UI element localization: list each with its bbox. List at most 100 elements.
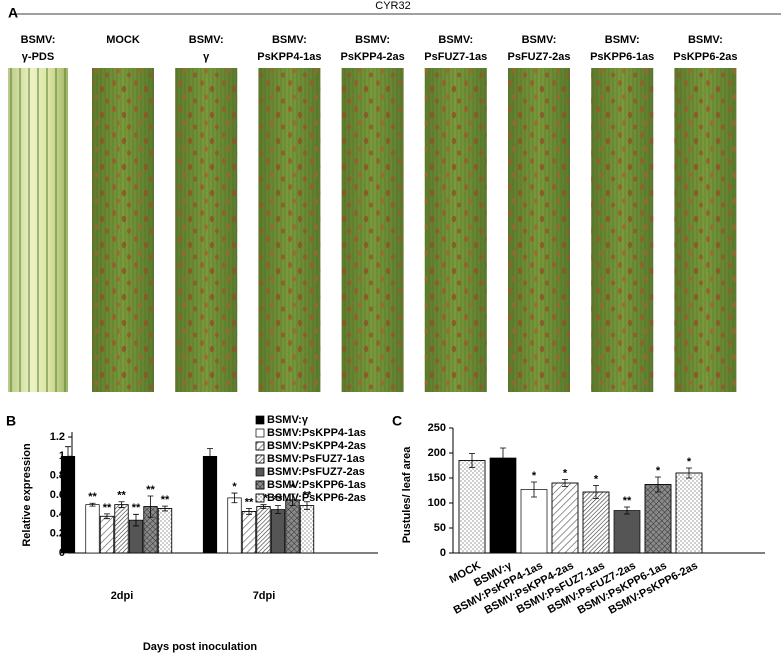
legend-swatch-pattern (255, 480, 265, 490)
legend-label: BSMV:γ (267, 414, 309, 426)
leaf-rust (258, 68, 321, 392)
error-bar (104, 513, 110, 520)
legend-swatch-pattern (255, 454, 265, 464)
significance: * (687, 456, 692, 468)
error-bar (275, 505, 281, 514)
bar-pattern (675, 472, 703, 554)
error-bar (231, 492, 238, 504)
leaf-veins (8, 68, 68, 392)
legend-label: BSMV:PsFUZ7-1as (267, 453, 365, 465)
leaf-label: BSMV: (355, 34, 390, 46)
significance: ** (117, 490, 126, 502)
panel-label: A (8, 5, 18, 21)
legend-label: BSMV:PsKPP6-2as (267, 492, 366, 504)
leaf-label: BSMV: (522, 34, 557, 46)
error-bar (260, 504, 267, 509)
bar-pattern (582, 491, 610, 554)
leaf-rust (92, 68, 154, 392)
significance: ** (161, 494, 170, 506)
x-tick-label: 2dpi (111, 590, 134, 602)
significance: ** (88, 491, 97, 503)
bar (85, 504, 100, 554)
bar (520, 489, 548, 554)
panel-label: C (392, 413, 402, 429)
leaf-label: PsFUZ7-2as (508, 51, 571, 63)
legend-label: BSMV:PsKPP4-1as (267, 427, 366, 439)
bar-pattern (458, 460, 486, 554)
leaf-label: BSMV: (688, 34, 723, 46)
error-bar (65, 446, 71, 467)
leaf-label: BSMV: (272, 34, 307, 46)
legend-swatch (255, 467, 265, 477)
y-axis-label: Pustules/ leaf area (401, 446, 413, 543)
leaf-label: PsKPP6-2as (673, 51, 737, 63)
leaf-rust (591, 68, 654, 392)
bar-pattern (285, 499, 300, 554)
significance: ** (132, 502, 141, 514)
significance: ** (623, 495, 632, 507)
bar-pattern (256, 506, 271, 554)
legend-swatch-pattern (255, 493, 265, 503)
significance: * (594, 473, 599, 485)
leaf-label: PsKPP4-1as (257, 51, 321, 63)
error-bar (655, 476, 661, 493)
bar-pattern (299, 505, 315, 554)
leaf-rust (424, 68, 487, 392)
y-tick-label: 0 (440, 547, 446, 559)
leaf-label: γ-PDS (22, 51, 54, 63)
leaf-label: BSMV: (21, 34, 56, 46)
error-bar (531, 481, 537, 498)
panel-title: CYR32 (375, 0, 410, 12)
leaf-label: PsKPP6-1as (590, 51, 654, 63)
significance: ** (274, 494, 283, 506)
y-tick-label: 250 (428, 422, 446, 434)
significance: ** (146, 484, 155, 496)
bar (227, 497, 242, 554)
leaf-rust (674, 68, 737, 392)
error-bar (207, 448, 213, 465)
significance: * (290, 482, 295, 494)
leaf-label: BSMV: (438, 34, 473, 46)
error-bar (686, 467, 692, 479)
bar-pattern (114, 504, 129, 554)
significance: * (563, 467, 568, 479)
y-tick-label: 200 (428, 447, 446, 459)
leaf-label: PsFUZ7-1as (424, 51, 487, 63)
leaf-label: BSMV: (605, 34, 640, 46)
error-bar (500, 447, 506, 469)
legend-label: BSMV:PsKPP4-2as (267, 440, 366, 452)
bar-pattern (551, 482, 579, 554)
error-bar (304, 501, 310, 510)
bar-pattern (644, 484, 672, 554)
bar (489, 457, 517, 554)
error-bar (289, 493, 296, 507)
bar (270, 509, 286, 554)
error-bar (89, 502, 96, 507)
y-tick-label: 100 (428, 497, 446, 509)
bar (60, 455, 76, 554)
significance: * (656, 465, 661, 477)
legend-label: BSMV:PsKPP6-1as (267, 479, 366, 491)
error-bar (624, 506, 630, 515)
legend-swatch (255, 428, 265, 438)
legend-swatch-pattern (255, 441, 265, 451)
error-bar (593, 485, 599, 499)
error-bar (562, 479, 568, 487)
leaf-rust (508, 68, 570, 392)
error-bar (246, 508, 252, 515)
error-bar (147, 495, 154, 518)
error-bar (162, 505, 168, 512)
error-bar (118, 501, 125, 508)
y-axis-label: Relative expression (21, 443, 33, 547)
leaf-label: γ (203, 51, 210, 63)
significance: * (232, 481, 237, 493)
significance: ** (245, 496, 254, 508)
leaf-rust (175, 68, 238, 392)
bar-pattern (157, 508, 173, 554)
y-tick-label: 150 (428, 472, 446, 484)
leaf-label: BSMV: (189, 34, 224, 46)
bar (202, 455, 218, 554)
y-tick-label: 50 (434, 522, 446, 534)
significance: * (532, 470, 537, 482)
